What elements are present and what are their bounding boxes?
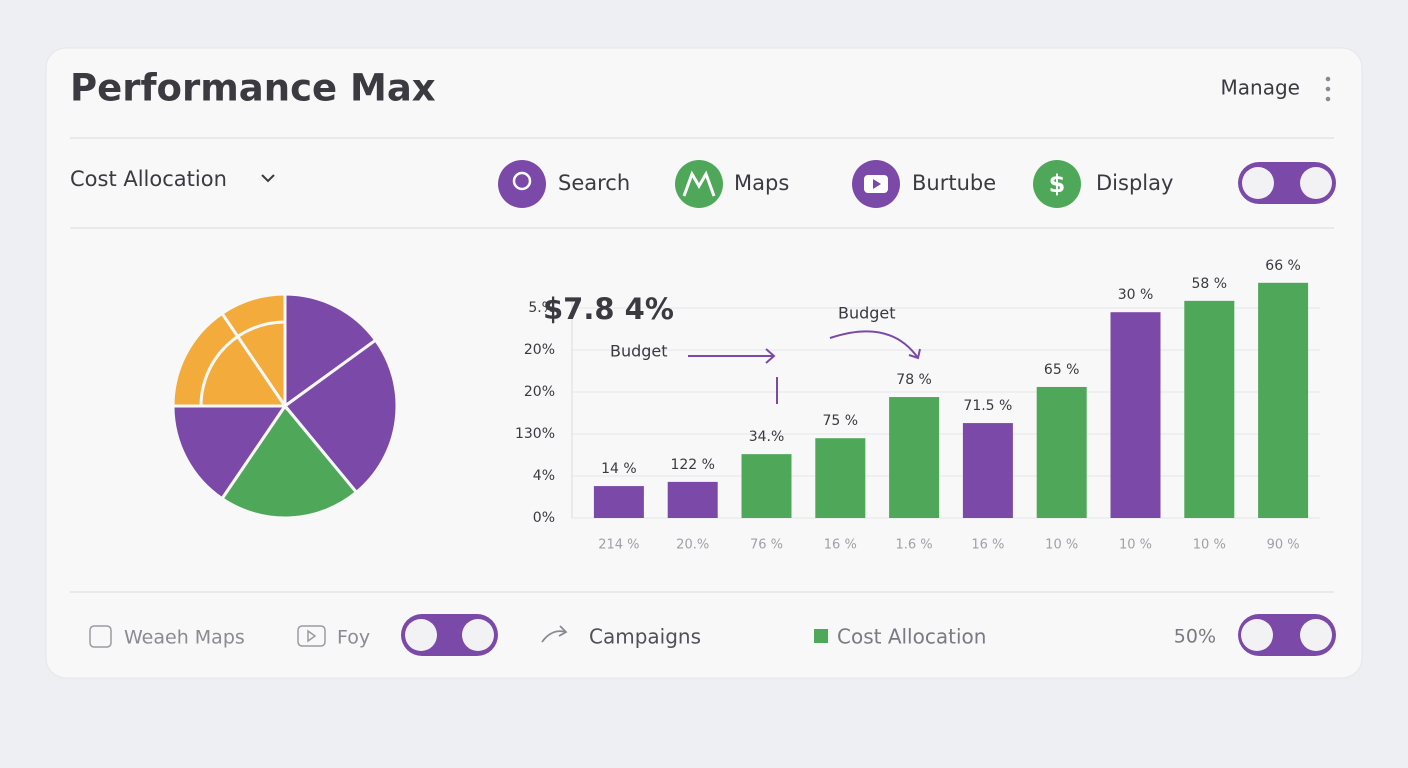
y-tick-label: 130% xyxy=(515,426,555,442)
bar-label: 122 % xyxy=(670,457,714,473)
bar xyxy=(962,423,1013,518)
pie-chart xyxy=(171,292,399,520)
y-tick-label: 20% xyxy=(524,384,555,400)
x-tick-label: 10 % xyxy=(1119,538,1152,553)
footer-item[interactable]: Campaigns xyxy=(589,625,701,649)
channel[interactable]: Burtube xyxy=(912,171,996,195)
bar xyxy=(1258,282,1309,518)
bar-label: 14 % xyxy=(601,461,637,477)
bar-label: 58 % xyxy=(1192,276,1228,292)
pie-inner-arc xyxy=(199,320,286,407)
dropdown-caret[interactable] xyxy=(261,174,275,183)
footer-item[interactable]: Weaeh Maps xyxy=(124,627,245,649)
x-tick-label: 20.% xyxy=(676,538,709,553)
headline: $7.8 4% xyxy=(543,292,674,326)
play-footer-glyph xyxy=(307,629,317,643)
video-play xyxy=(873,179,881,189)
y-tick-label: 20% xyxy=(524,342,555,358)
bar-label: 65 % xyxy=(1044,362,1080,378)
toggle[interactable] xyxy=(1238,614,1336,656)
x-tick-label: 90 % xyxy=(1267,538,1300,553)
card xyxy=(45,47,1363,679)
bar-label: 34.% xyxy=(749,429,785,445)
bar-label: 78 % xyxy=(896,372,932,388)
y-tick-label: 0% xyxy=(533,510,555,526)
pie-slice xyxy=(171,404,288,501)
bar xyxy=(1110,312,1161,518)
bar-label: 71.5 % xyxy=(963,398,1012,414)
channel[interactable]: Display xyxy=(1096,171,1173,195)
manage-button[interactable]: Manage xyxy=(1221,76,1300,100)
bar xyxy=(1184,300,1235,518)
maps-footer-icon xyxy=(89,625,112,648)
annotation: Budget xyxy=(610,342,668,361)
legend-label: Cost Allocation xyxy=(837,625,986,649)
annotation: Budget xyxy=(838,304,896,323)
dropdown[interactable]: Cost Allocation xyxy=(70,167,227,191)
annotation-arrow xyxy=(829,330,921,360)
pie-slice xyxy=(171,311,288,408)
footer-percent: 50% xyxy=(1174,626,1216,648)
maps-glyph xyxy=(682,170,716,197)
legend-swatch xyxy=(814,629,828,643)
bar xyxy=(1036,386,1087,518)
x-tick-label: 10 % xyxy=(1045,538,1078,553)
x-tick-label: 10 % xyxy=(1193,538,1226,553)
channel[interactable]: Maps xyxy=(734,171,789,195)
bar-label: 75 % xyxy=(823,413,859,429)
video-footer-icon xyxy=(297,625,326,647)
pie-slice xyxy=(283,292,378,409)
bar-chart: 0% 4% 130% 20% 20% 5.% 14 % 214 % 122 % 20.% 34.% 7… xyxy=(515,258,1320,553)
y-tick-label: 4% xyxy=(533,468,555,484)
more-menu[interactable] xyxy=(1325,76,1331,102)
search-glyph xyxy=(512,171,532,191)
annotation-arrow xyxy=(688,348,776,364)
x-tick-label: 214 % xyxy=(598,538,639,553)
bar xyxy=(593,486,644,518)
x-tick-label: 16 % xyxy=(824,538,857,553)
bar-label: 66 % xyxy=(1265,258,1301,274)
pie-slice xyxy=(219,403,359,520)
display-icon[interactable] xyxy=(1033,160,1081,208)
display-glyph: $ xyxy=(1049,170,1066,198)
pie-slice xyxy=(282,338,399,495)
campaigns-icon xyxy=(541,625,568,643)
title: Performance Max xyxy=(70,67,436,110)
x-tick-label: 16 % xyxy=(971,538,1004,553)
x-tick-label: 76 % xyxy=(750,538,783,553)
footer-item[interactable]: Foy xyxy=(337,627,370,649)
x-tick-label: 1.6 % xyxy=(896,538,933,553)
bar xyxy=(815,438,866,518)
toggle[interactable] xyxy=(1238,162,1336,204)
bar xyxy=(667,481,718,518)
y-tick-label: 5.% xyxy=(528,300,555,316)
channel[interactable]: Search xyxy=(558,171,630,195)
bar xyxy=(889,397,940,518)
search-icon[interactable] xyxy=(498,160,546,208)
toggle[interactable] xyxy=(401,614,498,656)
bar xyxy=(741,454,792,518)
bar-label: 30 % xyxy=(1118,287,1154,303)
